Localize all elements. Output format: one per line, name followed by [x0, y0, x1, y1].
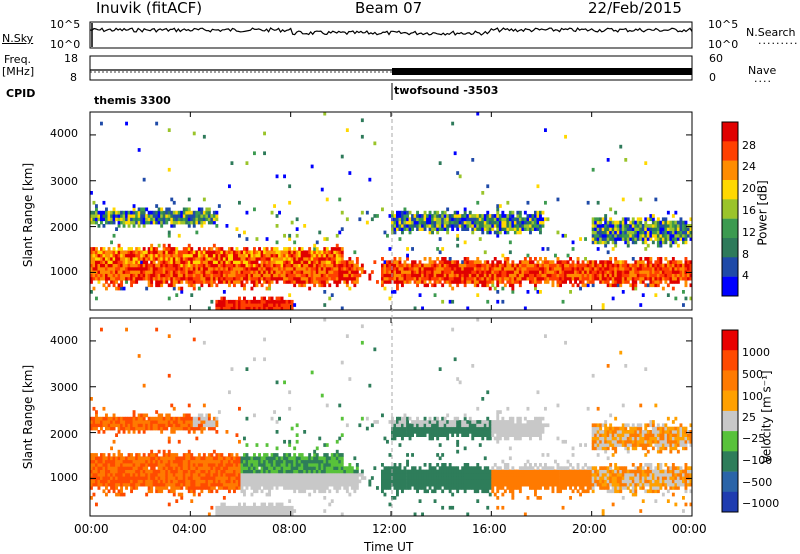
freq-tick-bottom: 8: [70, 71, 77, 84]
nsearch-label: N.Search: [746, 26, 796, 39]
nsearch-dots: ·········: [758, 37, 799, 50]
velocity-cbar-tick-neg25: −25: [742, 432, 766, 445]
power-cbar-tick-12: 12: [742, 226, 756, 239]
power-heatmap-cells: [90, 111, 693, 311]
xlabel: Time UT: [364, 540, 414, 554]
beam-title: Beam 07: [355, 0, 423, 17]
nsky-tick-top: 10^5: [50, 18, 81, 31]
xtick-1600: 16:00: [472, 522, 507, 536]
xtick-2400: 00:00: [672, 522, 707, 536]
velocity-cbar-tick-1000: 1000: [742, 346, 770, 359]
velocity-ytick-4000: 4000: [50, 334, 78, 347]
power-cbar-tick-24: 24: [742, 160, 756, 173]
xtick-0800: 08:00: [272, 522, 307, 536]
freq-label: Freq.: [4, 53, 32, 66]
nave-tick-bottom: 0: [709, 71, 716, 84]
cpid-segment-2: twofsound -3503: [394, 84, 499, 97]
xtick-2000: 20:00: [572, 522, 607, 536]
cpid-label: CPID: [6, 87, 36, 100]
nave-dots: ····: [754, 75, 772, 88]
nsky-trace: [89, 23, 693, 47]
freq-tick-top: 18: [64, 52, 78, 65]
nsky-tick-bottom: 10^0: [50, 38, 81, 51]
power-ytick-1000: 1000: [50, 265, 78, 278]
freq-trace: [90, 68, 692, 75]
power-colorbar: [721, 121, 739, 297]
power-ytick-4000: 4000: [50, 127, 78, 140]
velocity-cbar-tick-100: 100: [742, 390, 763, 403]
freq-unit-label: [MHz]: [2, 65, 35, 78]
velocity-cbar-tick-neg100: −100: [742, 454, 773, 467]
xtick-1200: 12:00: [372, 522, 407, 536]
velocity-ytick-1000: 1000: [50, 471, 78, 484]
nsearch-tick-top: 10^5: [708, 18, 739, 31]
power-cbar-tick-8: 8: [742, 248, 749, 261]
power-cbar-tick-28: 28: [742, 139, 756, 152]
power-ytick-3000: 3000: [50, 175, 78, 188]
cpid-segment-1: themis 3300: [94, 94, 171, 107]
velocity-cbar-tick-neg500: −500: [742, 476, 773, 489]
velocity-ytick-3000: 3000: [50, 381, 78, 394]
nsky-strip-frame: [89, 21, 693, 49]
xtick-0000: 00:00: [74, 522, 109, 536]
power-cbar-tick-16: 16: [742, 204, 756, 217]
power-cbar-tick-4: 4: [742, 269, 749, 282]
axis-tick-marks: [89, 112, 693, 516]
velocity-cbar-tick-25: 25: [742, 411, 756, 424]
power-ytick-2000: 2000: [50, 221, 78, 234]
velocity-colorbar: [721, 329, 739, 513]
velocity-ytick-2000: 2000: [50, 428, 78, 441]
nave-label: Nave: [748, 64, 777, 77]
velocity-heatmap-cells: [90, 317, 693, 517]
power-cbar-tick-20: 20: [742, 182, 756, 195]
velocity-cbar-tick-500: 500: [742, 368, 763, 381]
xtick-0400: 04:00: [172, 522, 207, 536]
nave-tick-top: 60: [709, 52, 723, 65]
nsky-label: N.Sky: [2, 32, 34, 45]
station-title: Inuvik (fitACF): [96, 0, 203, 17]
date-title: 22/Feb/2015: [588, 0, 682, 17]
velocity-cbar-tick-neg1000: −1000: [742, 497, 780, 510]
nsearch-tick-bottom: 10^0: [708, 38, 739, 51]
